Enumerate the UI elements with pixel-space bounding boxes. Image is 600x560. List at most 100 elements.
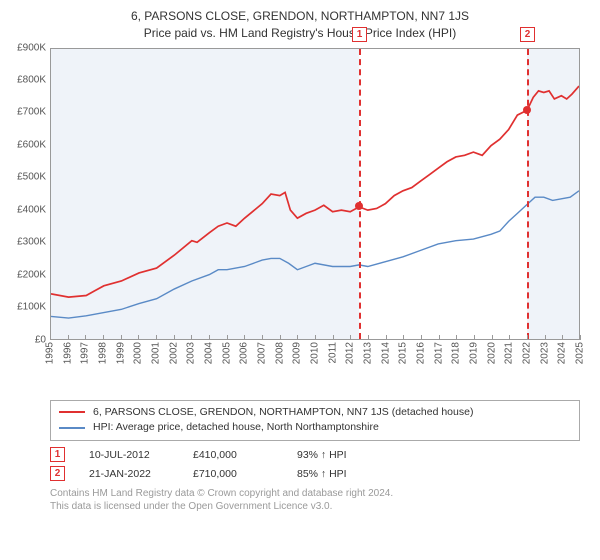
sale-row: 2 21-JAN-2022 £710,000 85% ↑ HPI [50,466,580,481]
y-tick-label: £800K [17,75,46,86]
x-tick-label: 2011 [327,342,338,364]
x-tick-label: 2014 [380,342,391,364]
x-tick-label: 2025 [575,342,586,364]
sale-price: £410,000 [193,449,273,461]
attr-line2: This data is licensed under the Open Gov… [50,500,580,513]
legend-item: HPI: Average price, detached house, Nort… [59,420,571,436]
sale-date: 10-JUL-2012 [89,449,169,461]
legend-text: 6, PARSONS CLOSE, GRENDON, NORTHAMPTON, … [93,405,473,421]
x-tick [262,335,263,340]
x-tick-label: 2016 [416,342,427,364]
x-tick [368,335,369,340]
x-tick-label: 2024 [557,342,568,364]
legend-swatch [59,427,85,429]
x-tick [562,335,563,340]
sale-dot [523,106,531,114]
legend-item: 6, PARSONS CLOSE, GRENDON, NORTHAMPTON, … [59,405,571,421]
x-tick [333,335,334,340]
x-tick-label: 2018 [451,342,462,364]
legend-swatch [59,411,85,413]
x-tick [403,335,404,340]
x-tick [545,335,546,340]
x-tick-label: 1997 [80,342,91,364]
legend: 6, PARSONS CLOSE, GRENDON, NORTHAMPTON, … [50,400,580,442]
x-tick-label: 2001 [151,342,162,364]
x-tick-label: 1995 [45,342,56,364]
x-tick-label: 2015 [398,342,409,364]
x-tick [509,335,510,340]
x-tick-label: 2007 [257,342,268,364]
x-tick-label: 2003 [186,342,197,364]
x-tick [103,335,104,340]
attr-line1: Contains HM Land Registry data © Crown c… [50,487,580,500]
series-property [51,86,579,297]
sale-vline [359,49,361,339]
y-axis-labels: £0£100K£200K£300K£400K£500K£600K£700K£80… [10,48,48,340]
x-tick [386,335,387,340]
y-tick-label: £500K [17,172,46,183]
x-tick [421,335,422,340]
x-tick-label: 2004 [204,342,215,364]
legend-text: HPI: Average price, detached house, Nort… [93,420,379,436]
x-tick-label: 2005 [221,342,232,364]
y-tick-label: £100K [17,302,46,313]
attribution: Contains HM Land Registry data © Crown c… [50,487,580,513]
sale-table: 1 10-JUL-2012 £410,000 93% ↑ HPI 2 21-JAN-202… [50,447,580,481]
x-tick [191,335,192,340]
y-tick-label: £900K [17,42,46,53]
x-tick-label: 2002 [168,342,179,364]
sale-dot [355,202,363,210]
chart-title: 6, PARSONS CLOSE, GRENDON, NORTHAMPTON, … [12,8,588,42]
x-tick [138,335,139,340]
x-tick-label: 2020 [486,342,497,364]
x-tick [456,335,457,340]
x-tick-label: 2021 [504,342,515,364]
x-tick [68,335,69,340]
x-tick-label: 2010 [310,342,321,364]
y-tick-label: £700K [17,107,46,118]
chart-area: £0£100K£200K£300K£400K£500K£600K£700K£80… [50,48,580,368]
plot-area: 12 [50,48,580,340]
x-tick-label: 2000 [133,342,144,364]
x-tick [50,335,51,340]
x-tick [174,335,175,340]
x-tick [244,335,245,340]
x-tick-label: 2023 [539,342,550,364]
sale-pct: 85% ↑ HPI [297,468,377,480]
sale-date: 21-JAN-2022 [89,468,169,480]
y-tick-label: £400K [17,204,46,215]
x-tick [439,335,440,340]
sale-pct: 93% ↑ HPI [297,449,377,461]
y-tick-label: £200K [17,269,46,280]
sale-price: £710,000 [193,468,273,480]
x-tick-label: 2022 [522,342,533,364]
sale-row: 1 10-JUL-2012 £410,000 93% ↑ HPI [50,447,580,462]
x-tick-label: 2019 [469,342,480,364]
x-tick [209,335,210,340]
plot-svg [51,49,579,339]
x-tick-label: 2013 [363,342,374,364]
x-tick [350,335,351,340]
sale-marker-box: 2 [520,27,535,42]
x-tick [156,335,157,340]
title-line1: 6, PARSONS CLOSE, GRENDON, NORTHAMPTON, … [12,8,588,25]
x-tick [527,335,528,340]
x-tick-label: 2008 [274,342,285,364]
x-tick [85,335,86,340]
x-tick-label: 1996 [62,342,73,364]
x-tick-label: 2017 [433,342,444,364]
x-tick-label: 2006 [239,342,250,364]
sale-num: 1 [50,447,65,462]
x-tick-label: 1999 [115,342,126,364]
x-axis-labels: 1995199619971998199920002001200220032004… [50,340,580,368]
x-tick [297,335,298,340]
sale-vline [527,49,529,339]
sale-num: 2 [50,466,65,481]
sale-marker-box: 1 [352,27,367,42]
x-tick [227,335,228,340]
x-tick-label: 1998 [98,342,109,364]
x-tick [492,335,493,340]
x-tick [474,335,475,340]
x-tick [580,335,581,340]
x-tick [121,335,122,340]
